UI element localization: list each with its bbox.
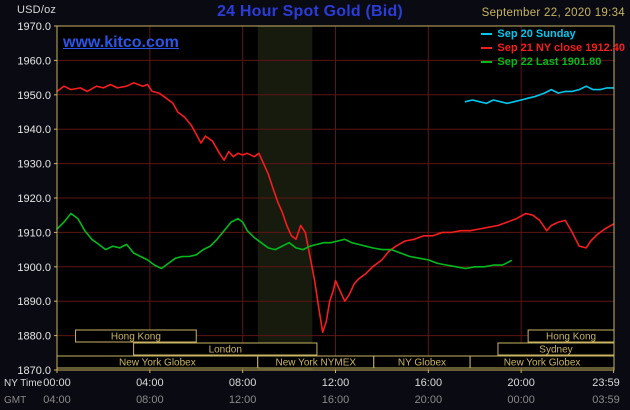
gmt-tick-label: 16:00 [322, 394, 350, 406]
session-label: New York Globex [119, 358, 196, 369]
series-line-1 [56, 82, 615, 334]
legend-item-sep21: Sep 21 NY close 1912.40 [481, 41, 625, 55]
session-label: NY Globex [398, 358, 446, 369]
ny-time-tick-label: 23:59 [592, 377, 620, 389]
ny-time-tick-label: 00:00 [43, 377, 71, 389]
units-label: USD/oz [17, 4, 57, 16]
series-line-0 [464, 85, 615, 105]
y-tick-label: 1900.0 [17, 262, 51, 274]
page-title: 24 Hour Spot Gold (Bid) [217, 3, 403, 20]
y-tick-label: 1920.0 [17, 193, 51, 205]
session-label: New York Globex [504, 358, 581, 369]
session-box [133, 342, 318, 356]
chart-datetime: September 22, 2020 19:34 [481, 7, 625, 19]
legend-label-sep22: Sep 22 Last 1901.80 [497, 56, 602, 68]
y-tick-label: 1950.0 [17, 90, 51, 102]
gmt-tick-label: 12:00 [229, 394, 257, 406]
y-tick-label: 1890.0 [17, 296, 51, 308]
y-tick-label: 1870.0 [17, 365, 51, 377]
ny-time-tick-label: 16:00 [415, 377, 443, 389]
session-label: Hong Kong [546, 332, 596, 343]
legend-item-sep22: Sep 22 Last 1901.80 [481, 55, 625, 69]
gmt-tick-label: 00:00 [507, 394, 535, 406]
ny-time-tick-label: 08:00 [229, 377, 257, 389]
session-label: Hong Kong [111, 332, 161, 343]
legend-line-swatch-red [481, 47, 493, 49]
legend-label-sep20: Sep 20 Sunday [497, 28, 576, 40]
gmt-tick-label: 04:00 [43, 394, 71, 406]
series-line-2 [56, 212, 513, 270]
legend: Sep 20 Sunday Sep 21 NY close 1912.40 Se… [481, 27, 625, 69]
ny-time-tick-label: 12:00 [322, 377, 350, 389]
ny-time-tick-label: 04:00 [136, 377, 164, 389]
legend-line-swatch-cyan [481, 33, 493, 35]
legend-line-swatch-green [481, 61, 493, 63]
session-label: New York NYMEX [275, 358, 356, 369]
legend-item-sep20: Sep 20 Sunday [481, 27, 625, 41]
gmt-tick-label: 08:00 [136, 394, 164, 406]
kitco-watermark-link[interactable]: www.kitco.com [63, 34, 179, 51]
y-tick-label: 1960.0 [17, 55, 51, 67]
y-tick-label: 1940.0 [17, 124, 51, 136]
session-label: Sydney [539, 345, 572, 356]
y-tick-label: 1910.0 [17, 227, 51, 239]
session-label: London [209, 345, 242, 356]
session-box [75, 329, 197, 343]
y-tick-label: 1970.0 [17, 21, 51, 33]
gmt-tick-label: 20:00 [415, 394, 443, 406]
y-tick-label: 1930.0 [17, 159, 51, 171]
legend-label-sep21: Sep 21 NY close 1912.40 [497, 42, 625, 54]
gmt-axis-label: GMT [4, 395, 26, 406]
ny-time-axis-label: NY Time [4, 378, 43, 389]
ny-time-tick-label: 20:00 [507, 377, 535, 389]
gmt-tick-label: 03:59 [592, 394, 620, 406]
y-tick-label: 1880.0 [17, 331, 51, 343]
